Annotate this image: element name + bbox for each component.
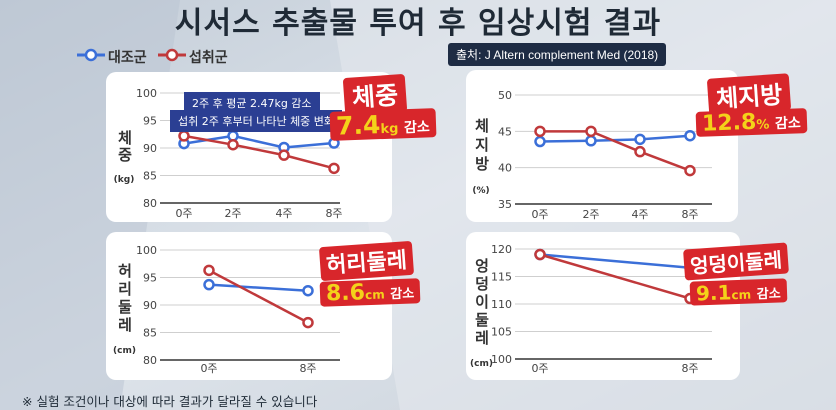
- weight-xtick-label: 8주: [325, 207, 342, 220]
- weight-ytick-label: 90: [143, 142, 157, 155]
- legend-control-label: 대조군: [108, 50, 147, 66]
- page-title: 시서스 추출물 투여 후 임상시험 결과: [174, 6, 662, 41]
- fat-badge-value-row: 12.8% 감소: [695, 108, 808, 137]
- hip-series-control-line: [539, 253, 691, 269]
- waist-badge-value: 8.6: [325, 280, 366, 307]
- source-citation: 출처: J Altern complement Med (2018): [448, 43, 667, 66]
- fat-xtick-label: 8주: [681, 208, 698, 221]
- fat-series-treatment-point: [634, 145, 646, 158]
- fat-ytick-label: 35: [498, 198, 512, 211]
- weight-axis-unit: (kg): [113, 175, 135, 185]
- weight-series-treatment-line: [183, 134, 335, 170]
- weight-ytick-label: 85: [143, 170, 157, 183]
- waist-ytick-label: 95: [143, 272, 157, 285]
- hip-ytick-label: 110: [491, 298, 512, 311]
- waist-ytick-label: 90: [143, 299, 157, 312]
- fat-series-treatment-point: [684, 164, 696, 177]
- hip-axis-label: 엉덩이둘레 (cm): [470, 258, 493, 374]
- hip-axis-unit: (cm): [470, 359, 493, 369]
- legend-control-marker: [77, 48, 105, 62]
- fat-badge-suffix: 감소: [774, 115, 801, 133]
- waist-axis-title: 허리둘레: [115, 263, 134, 335]
- waist-series-control-point: [203, 278, 215, 291]
- fat-series-control-point: [684, 129, 696, 142]
- weight-axis-label: 체중 (kg): [113, 130, 135, 190]
- waist-series-treatment-line: [208, 269, 309, 324]
- weight-series-treatment-point: [328, 162, 340, 175]
- weight-series-treatment-point: [227, 138, 239, 151]
- hip-ytick-label: 105: [491, 326, 512, 339]
- fat-xtick-label: 0주: [531, 208, 548, 221]
- hip-ytick-label: 115: [491, 271, 512, 284]
- hip-badge-value: 9.1: [695, 280, 732, 306]
- fat-axis-label: 체지방 (%): [470, 118, 492, 201]
- legend-treatment-marker: [158, 48, 186, 62]
- fat-ytick-label: 40: [498, 162, 512, 175]
- waist-series-control-line: [208, 283, 309, 292]
- weight-ytick-label: 80: [143, 197, 157, 210]
- note-avg-weight-loss: 2주 후 평균 2.47kg 감소: [184, 92, 320, 114]
- fat-badge-unit: %: [756, 117, 770, 133]
- waist-axis-label: 허리둘레 (cm): [113, 263, 136, 361]
- fat-xtick-label: 2주: [582, 208, 599, 221]
- weight-xtick-label: 0주: [175, 207, 192, 220]
- weight-badge-unit: kg: [380, 121, 399, 138]
- fat-series-treatment-point: [534, 125, 546, 138]
- waist-badge-unit: cm: [364, 287, 385, 303]
- hip-badge-suffix: 감소: [756, 286, 781, 303]
- waist-axis-unit: (cm): [113, 346, 136, 356]
- waist-xtick-label: 8주: [299, 362, 316, 375]
- weight-xtick-label: 2주: [224, 207, 241, 220]
- hip-axis-title: 엉덩이둘레: [472, 258, 491, 348]
- waist-badge-value-row: 8.6cm 감소: [319, 278, 421, 307]
- fat-ytick-label: 50: [498, 89, 512, 102]
- hip-series-treatment-line: [539, 253, 691, 300]
- fat-series-control-point: [634, 133, 646, 146]
- weight-xtick-label: 4주: [275, 207, 292, 220]
- fat-xtick-label: 4주: [631, 208, 648, 221]
- fat-series-control-line: [539, 134, 691, 143]
- waist-badge-suffix: 감소: [390, 286, 415, 303]
- fat-series-treatment-point: [585, 125, 597, 138]
- fat-axis-unit: (%): [472, 186, 490, 196]
- footnote: ※ 실험 조건이나 대상에 따라 결과가 달라질 수 있습니다: [22, 394, 318, 409]
- fat-series-treatment-line: [540, 130, 691, 172]
- waist-series-treatment-point: [302, 316, 314, 329]
- weight-series-treatment-point: [278, 149, 290, 161]
- hip-ytick-label: 120: [491, 243, 512, 256]
- hip-ytick-label: 100: [491, 353, 512, 366]
- note-weight-change: 섭취 2주 후부터 나타난 체중 변화: [170, 110, 343, 132]
- waist-ytick-label: 80: [143, 354, 157, 367]
- hip-series-treatment-point: [534, 248, 546, 261]
- hip-xtick-label: 0주: [531, 362, 548, 375]
- waist-xtick-label: 0주: [200, 362, 217, 375]
- weight-badge-value-row: 7.4kg 감소: [329, 108, 437, 141]
- waist-ytick-label: 85: [143, 327, 157, 340]
- hip-xtick-label: 8주: [681, 362, 698, 375]
- hip-badge-value-row: 9.1cm 감소: [689, 278, 787, 306]
- waist-ytick-label: 100: [136, 244, 157, 257]
- hip-badge-unit: cm: [731, 287, 752, 303]
- weight-axis-title: 체중: [115, 130, 134, 164]
- weight-badge-suffix: 감소: [403, 119, 431, 137]
- fat-badge-value: 12.8: [701, 109, 757, 137]
- weight-ytick-label: 95: [143, 115, 157, 128]
- weight-badge-value: 7.4: [335, 110, 381, 141]
- waist-badge-heading: 허리둘레: [318, 240, 415, 282]
- fat-ytick-label: 45: [498, 125, 512, 138]
- waist-series-treatment-point: [203, 264, 215, 277]
- legend-treatment-label: 섭취군: [189, 50, 228, 66]
- waist-series-control-point: [302, 284, 314, 297]
- weight-ytick-label: 100: [136, 87, 157, 100]
- fat-axis-title: 체지방: [472, 118, 491, 175]
